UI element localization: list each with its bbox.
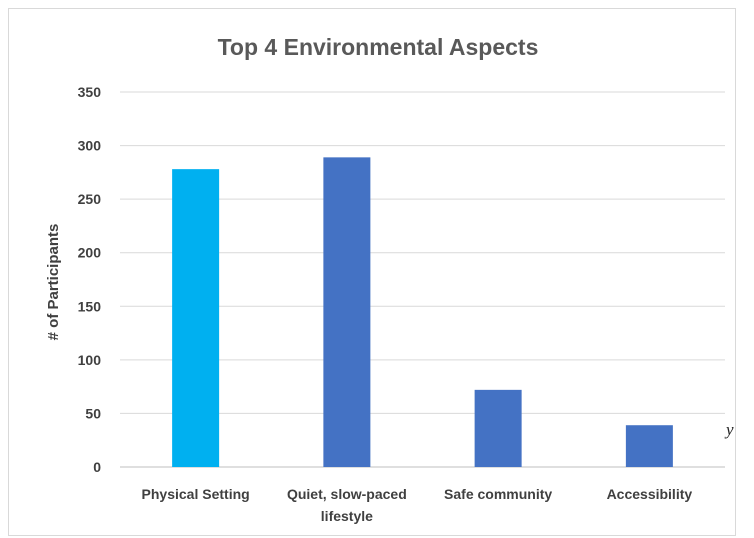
y-tick-label: 150	[78, 298, 102, 314]
bar	[323, 157, 371, 467]
y-tick-label: 300	[78, 138, 102, 154]
x-tick-label: Safe community	[444, 486, 552, 502]
bar	[172, 169, 220, 467]
y-tick-label: 50	[85, 405, 101, 421]
x-tick-label: Quiet, slow-paced lifestyle	[287, 486, 407, 524]
x-tick-label-line: Accessibility	[607, 486, 693, 502]
chart-frame	[8, 8, 736, 536]
y-tick-label: 0	[93, 459, 101, 475]
y-tick-label: 200	[78, 245, 102, 261]
y-tick-label: 250	[78, 191, 102, 207]
x-tick-label-line: Physical Setting	[142, 486, 250, 502]
stray-text-mark: y	[726, 420, 734, 439]
y-tick-label: 100	[78, 352, 102, 368]
y-tick-label: 350	[78, 84, 102, 100]
x-tick-label-line: Safe community	[444, 486, 552, 502]
x-tick-label-line: Quiet, slow-paced	[287, 486, 407, 502]
y-axis-label: # of Participants	[45, 224, 62, 341]
bar	[625, 425, 673, 467]
x-tick-label: Accessibility	[607, 486, 693, 502]
x-tick-label: Physical Setting	[142, 486, 250, 502]
bar	[474, 389, 522, 467]
chart-title: Top 4 Environmental Aspects	[218, 34, 539, 60]
x-tick-label-line: lifestyle	[321, 508, 373, 524]
